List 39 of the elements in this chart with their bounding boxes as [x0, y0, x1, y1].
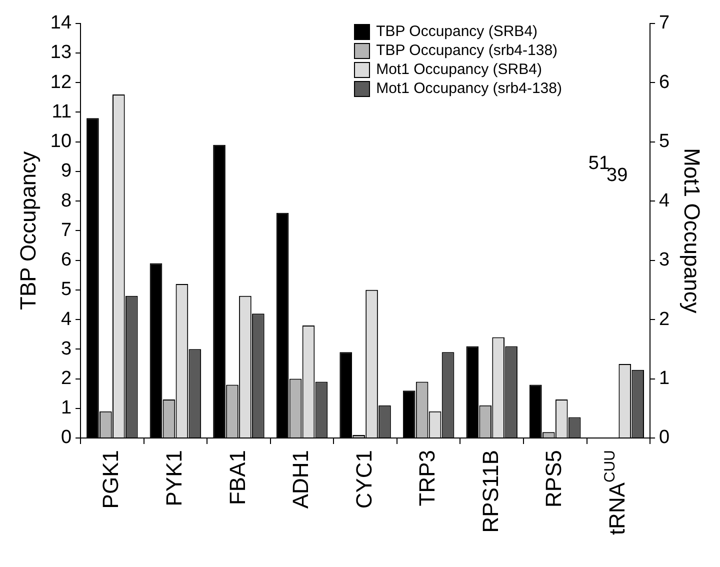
- legend-label: TBP Occupancy (SRB4): [376, 22, 538, 41]
- y2-tick-label: 0: [659, 427, 670, 448]
- y2-tick-label: 3: [659, 250, 670, 271]
- y-tick-label: 10: [50, 131, 72, 152]
- x-tick-label: ADH1: [288, 450, 314, 509]
- y2-tick-label: 2: [659, 308, 670, 330]
- y-tick-label: 6: [60, 250, 72, 271]
- x-tick-label: RPS11B: [478, 450, 503, 533]
- y2-axis-title: Mot1 Occupancy: [680, 148, 705, 314]
- x-tick-label: TRP3: [414, 450, 440, 506]
- x-tick-label: FBA1: [224, 450, 250, 506]
- y-tick-label: 4: [60, 308, 72, 330]
- y-axis-title: TBP Occupancy: [15, 151, 40, 310]
- y-tick-label: 2: [60, 368, 72, 390]
- y2-tick-label: 4: [659, 190, 670, 212]
- y2-tick-label: 5: [659, 131, 670, 152]
- annotation: 39: [606, 165, 628, 186]
- y-tick-label: 1: [60, 398, 72, 419]
- y-tick-label: 5: [60, 279, 72, 300]
- legend-label: Mot1 Occupancy (srb4-138): [376, 79, 562, 98]
- y-tick-label: 8: [60, 190, 72, 212]
- y-tick-label: 7: [60, 220, 72, 241]
- y-tick-label: 9: [60, 160, 72, 182]
- x-tick-label: CYC1: [351, 450, 376, 509]
- y2-tick-label: 7: [659, 12, 670, 34]
- legend-label: TBP Occupancy (srb4-138): [376, 41, 558, 60]
- x-tick-label: RPS5: [541, 450, 566, 508]
- x-tick-label: PGK1: [98, 450, 124, 509]
- y-tick-label: 13: [50, 42, 72, 64]
- y2-tick-label: 6: [659, 72, 670, 93]
- y-tick-label: 0: [60, 427, 72, 448]
- x-tick-label: PYK1: [162, 450, 187, 506]
- y2-tick-label: 1: [659, 368, 670, 390]
- y-tick-label: 11: [52, 101, 72, 122]
- y-tick-label: 14: [50, 12, 72, 34]
- y-tick-label: 12: [50, 72, 72, 93]
- legend-label: Mot1 Occupancy (SRB4): [376, 60, 542, 79]
- y-tick-label: 3: [60, 338, 72, 360]
- x-tick-label: tRNACUU: [602, 450, 630, 536]
